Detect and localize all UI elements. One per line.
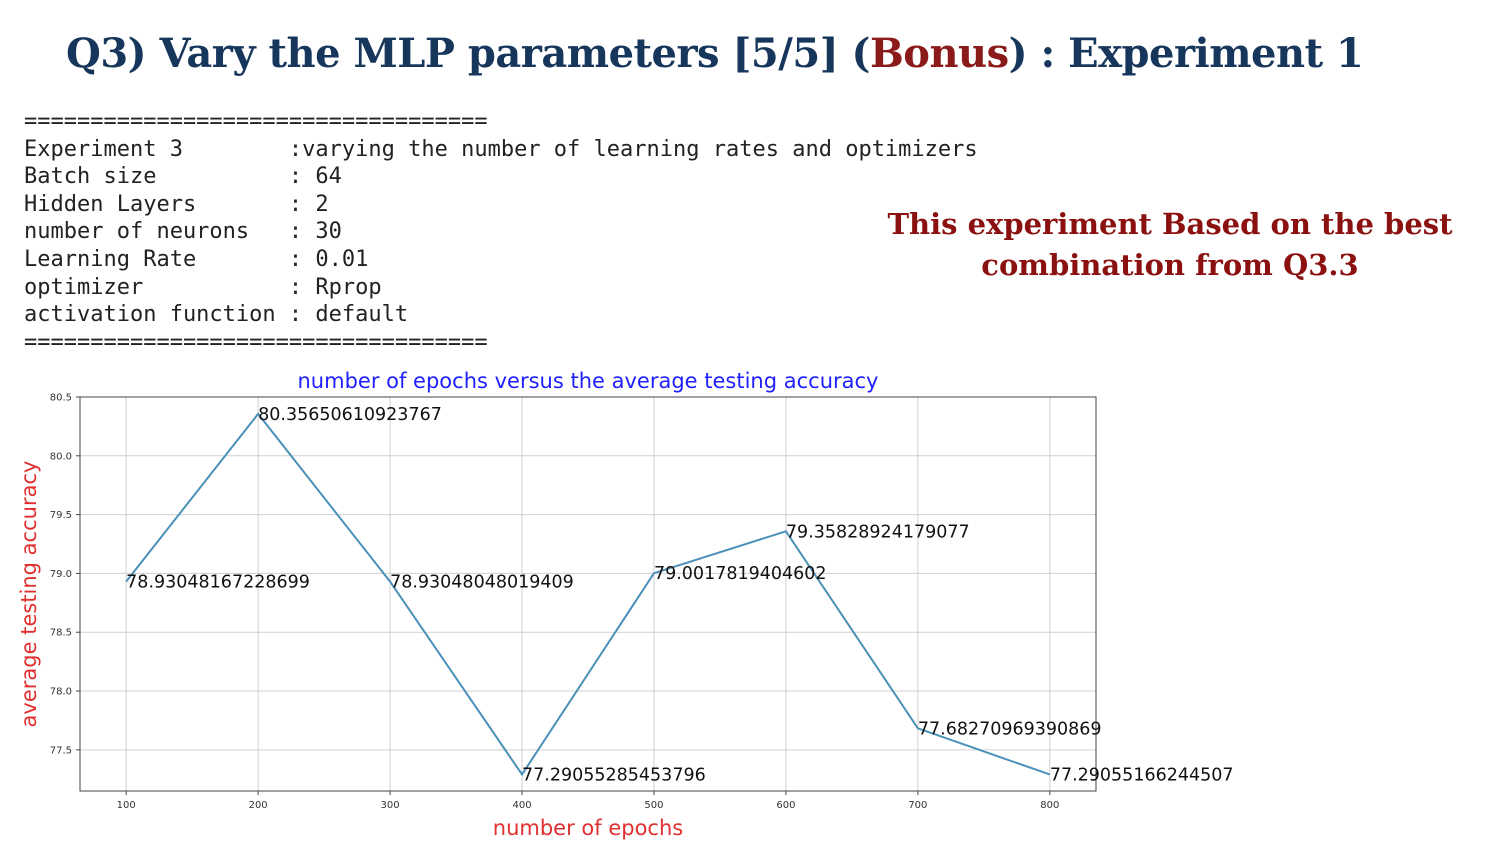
console-line-hidden-layers: Hidden Layers : 2 (24, 191, 329, 217)
chart-grid (80, 396, 1096, 791)
y-tick-label: 80.5 (50, 393, 72, 404)
console-output: =================================== Expe… (24, 108, 978, 356)
data-labels: 78.93048167228699 80.35650610923767 78.930… (126, 405, 1233, 786)
data-label: 80.35650610923767 (258, 405, 442, 425)
y-tick-label: 80.0 (50, 451, 72, 462)
x-tick-label: 300 (381, 800, 400, 811)
x-tick-label: 500 (644, 800, 663, 811)
experiment-note: This experiment Based on the best combin… (887, 207, 1453, 282)
slide-title-prefix: Q3) Vary the MLP parameters [5/5] ( (66, 30, 870, 77)
console-line-experiment: Experiment 3 :varying the number of lear… (24, 136, 978, 162)
x-tick-label: 100 (117, 800, 136, 811)
data-label: 78.93048167228699 (126, 573, 310, 593)
data-label: 77.68270969390869 (918, 719, 1102, 739)
console-rule-top: =================================== (24, 109, 488, 134)
chart-title: number of epochs versus the average test… (298, 369, 879, 393)
bonus-label: Bonus (869, 30, 1009, 77)
data-label: 78.93048048019409 (390, 573, 574, 593)
accuracy-line-chart: 100 200 300 400 500 600 700 800 77.5 78.0 78.5 79.0… (17, 369, 1234, 840)
data-label: 79.0017819404602 (654, 564, 827, 584)
x-tick-label: 800 (1040, 800, 1059, 811)
slide-title: Q3) Vary the MLP parameters [5/5] (Bonus… (66, 30, 1364, 77)
plot-frame (79, 396, 1097, 792)
y-axis-label: average testing accuracy (17, 461, 41, 728)
console-line-batch-size: Batch size : 64 (24, 164, 342, 190)
x-tick-label: 400 (512, 800, 531, 811)
x-tick-label: 700 (908, 800, 927, 811)
slide-title-suffix: ) : Experiment 1 (1008, 30, 1364, 77)
y-tick-label: 79.0 (50, 569, 72, 580)
y-tick-label: 78.5 (50, 628, 72, 639)
chart-ticks: 100 200 300 400 500 600 700 800 77.5 78.0 78.5 79.0… (50, 393, 1060, 812)
x-tick-label: 600 (776, 800, 795, 811)
console-line-learning-rate: Learning Rate : 0.01 (24, 246, 369, 272)
y-tick-label: 78.0 (50, 687, 72, 698)
x-axis-label: number of epochs (493, 816, 683, 840)
console-line-neurons: number of neurons : 30 (24, 219, 342, 245)
series-line (125, 412, 1051, 777)
data-label: 79.35828924179077 (786, 522, 970, 542)
console-line-activation: activation function : default (24, 302, 409, 328)
data-label: 77.29055166244507 (1050, 765, 1234, 785)
y-tick-label: 77.5 (50, 745, 72, 756)
data-label: 77.29055285453796 (522, 765, 706, 785)
console-line-optimizer: optimizer : Rprop (24, 274, 382, 300)
console-rule-bottom: =================================== (24, 329, 488, 355)
y-tick-label: 79.5 (50, 510, 72, 521)
x-tick-label: 200 (249, 800, 268, 811)
